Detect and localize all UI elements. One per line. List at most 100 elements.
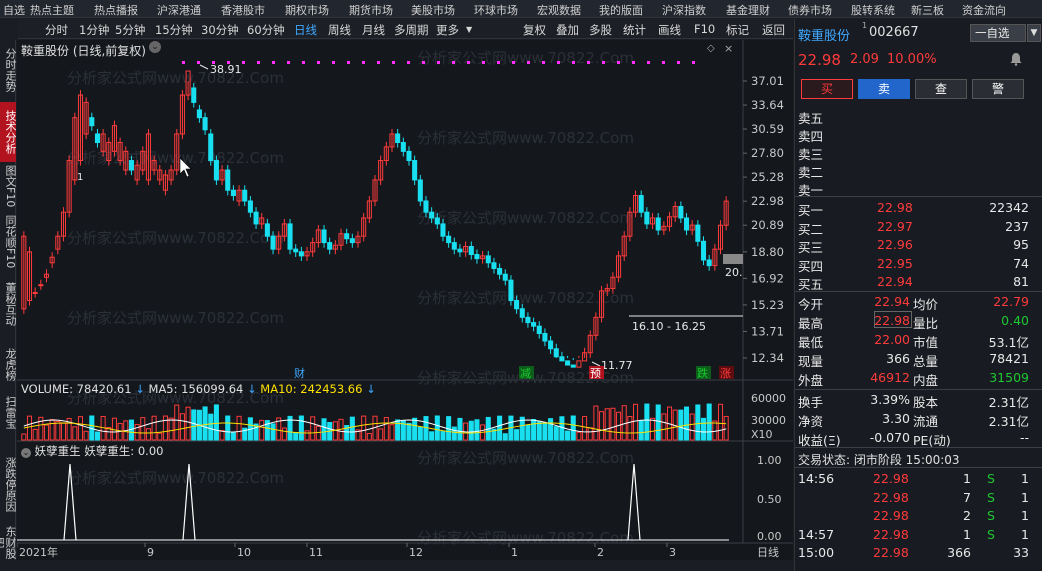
left-tab-0[interactable]: 分时走势 [4, 48, 17, 92]
left-tab-5[interactable]: 龙虎榜 [4, 347, 17, 381]
buy-level-label: 买一 [798, 203, 824, 218]
toolbar-right-6[interactable]: 标记 [726, 23, 749, 37]
topnav-item-3[interactable]: 沪深港通 [157, 4, 201, 17]
topnav-item-7[interactable]: 美股市场 [411, 4, 455, 17]
topnav-item-2[interactable]: 热点播报 [94, 4, 138, 17]
topnav-item-10[interactable]: 我的版面 [599, 4, 643, 17]
stat-value: 3.39% [870, 392, 910, 407]
buy-row[interactable]: 买三 22.96 95 [795, 236, 1042, 255]
tick-side: S [987, 508, 995, 523]
event-marker-label[interactable]: 涨 [720, 367, 731, 380]
buy-row[interactable]: 买一 22.98 22342 [795, 199, 1042, 218]
watchlist-dropdown-icon[interactable]: ▼ [1027, 24, 1041, 42]
stat-label: 市值 [913, 335, 939, 350]
left-tab-1[interactable]: 技术分析 [0, 102, 17, 162]
period-tab-6[interactable]: 日线 [294, 23, 317, 37]
period-tab-10[interactable]: 更多 [436, 23, 459, 37]
toolbar-right-4[interactable]: 画线 [658, 23, 681, 37]
toolbar-right-7[interactable]: 返回 [762, 23, 785, 37]
kline-chart-area[interactable]: 分析家公式网www.70822.Com 分析家公式网www.70822.Com 分析… [16, 40, 793, 560]
period-tab-8[interactable]: 月线 [362, 23, 385, 37]
stat-label: PE(动) [913, 433, 951, 448]
signal-dot [212, 61, 215, 64]
period-tab-7[interactable]: 周线 [328, 23, 351, 37]
buy-row[interactable]: 买二 22.97 237 [795, 218, 1042, 237]
topnav-item-5[interactable]: 期权市场 [285, 4, 329, 17]
stat-label: 最高 [798, 316, 824, 331]
alert-button[interactable]: 警 [972, 79, 1024, 99]
stats2-row: 换手 3.39% 股本 2.31亿 [795, 391, 1042, 410]
toolbar-right-2[interactable]: 多股 [589, 23, 612, 37]
period-tab-4[interactable]: 30分钟 [201, 23, 239, 37]
candle-body [281, 223, 287, 237]
topnav-item-14[interactable]: 股转系统 [851, 4, 895, 17]
buy-row[interactable]: 买四 22.95 74 [795, 255, 1042, 274]
indicator-spike [182, 463, 196, 541]
signal-dot [482, 61, 485, 64]
period-tab-9[interactable]: 多周期 [394, 23, 429, 37]
left-tab-4[interactable]: 董秘互动 [4, 282, 17, 326]
candle-body [576, 360, 582, 368]
period-tab-0[interactable]: 分时 [45, 23, 68, 37]
topnav-item-12[interactable]: 基金理财 [726, 4, 770, 17]
topnav-item-4[interactable]: 香港股市 [221, 4, 265, 17]
topnav-item-6[interactable]: 期货市场 [349, 4, 393, 17]
topnav-item-8[interactable]: 环球市场 [474, 4, 518, 17]
buy-level-volume: 237 [1005, 218, 1029, 234]
sell-button[interactable]: 卖 [858, 79, 910, 99]
add-to-watchlist-button[interactable]: 一自选 [970, 24, 1026, 42]
period-tab-5[interactable]: 60分钟 [247, 23, 285, 37]
stat-label: 最低 [798, 335, 824, 350]
more-dropdown-icon[interactable]: ▼ [466, 25, 473, 34]
buy-button[interactable]: 买 [801, 79, 853, 99]
topnav-item-11[interactable]: 沪深指数 [662, 4, 706, 17]
period-tab-2[interactable]: 5分钟 [115, 23, 146, 37]
candle-body [179, 94, 185, 135]
left-tab-3[interactable]: 同花顺F10 [4, 215, 17, 269]
buy-row[interactable]: 买五 22.94 81 [795, 273, 1042, 292]
ma10-arrow-icon: ↓ [362, 382, 376, 396]
stat-value: -0.070 [869, 430, 910, 445]
topnav-item-15[interactable]: 新三板 [911, 4, 944, 17]
stats-row: 今开 22.94 均价 22.79 [795, 293, 1042, 312]
toolbar-right-3[interactable]: 统计 [623, 23, 646, 37]
candle-body [638, 195, 644, 213]
bell-icon[interactable] [1009, 52, 1023, 70]
toolbar-right-0[interactable]: 复权 [523, 23, 546, 37]
left-tab-6[interactable]: 扫雷宝 [4, 395, 17, 429]
price-tick-label: 13.71 [751, 324, 784, 338]
stat-value: 366 [886, 351, 910, 366]
event-marker-label[interactable]: 财 [294, 366, 305, 380]
toolbar-right-1[interactable]: 叠加 [556, 23, 579, 37]
stock-name[interactable]: 鞍重股份 [798, 29, 851, 44]
kline-chart-svg[interactable]: 分析家公式网www.70822.Com 分析家公式网www.70822.Com 分析… [16, 40, 793, 560]
quote-side-panel: 鞍重股份 1 002667 一自选 ▼ 22.98 2.09 10.00% 买 … [794, 19, 1042, 571]
period-tab-1[interactable]: 1分钟 [79, 23, 110, 37]
toolbar-right-5[interactable]: F10 [694, 22, 716, 36]
event-marker-label[interactable]: 减 [520, 367, 531, 380]
period-tab-3[interactable]: 15分钟 [155, 23, 193, 37]
candle-body [491, 262, 497, 269]
sell-level-label: 卖三 [798, 147, 824, 162]
event-marker-label[interactable]: 跌 [697, 366, 708, 380]
volume-bar [406, 422, 412, 441]
indicator-dropdown-icon[interactable]: ⌄ [21, 448, 31, 458]
chart-close-icon[interactable]: × [724, 42, 734, 55]
volume-bar [242, 427, 248, 441]
watermark-text: 分析家公式网www.70822.Com [67, 149, 284, 167]
chart-diamond-icon[interactable]: ◇ [707, 43, 715, 54]
candle-body [689, 224, 695, 231]
left-tab-7[interactable]: 涨跌停原因 [4, 456, 17, 512]
left-tab-2[interactable]: 图文F10 [4, 165, 17, 208]
signal-dot [302, 61, 305, 64]
left-tab-8[interactable]: 东财股吧 [0, 526, 17, 559]
event-marker-label[interactable]: 预 [590, 367, 601, 380]
topnav-item-13[interactable]: 债券市场 [788, 4, 832, 17]
query-button[interactable]: 查 [915, 79, 967, 99]
topnav-item-9[interactable]: 宏观数据 [537, 4, 581, 17]
chart-options-dropdown[interactable]: ⌄ [149, 41, 161, 53]
volume-bar [604, 408, 610, 441]
topnav-item-0[interactable]: 自选 [3, 4, 25, 17]
topnav-item-16[interactable]: 资金流向 [962, 4, 1006, 17]
topnav-item-1[interactable]: 热点主题 [30, 4, 74, 17]
